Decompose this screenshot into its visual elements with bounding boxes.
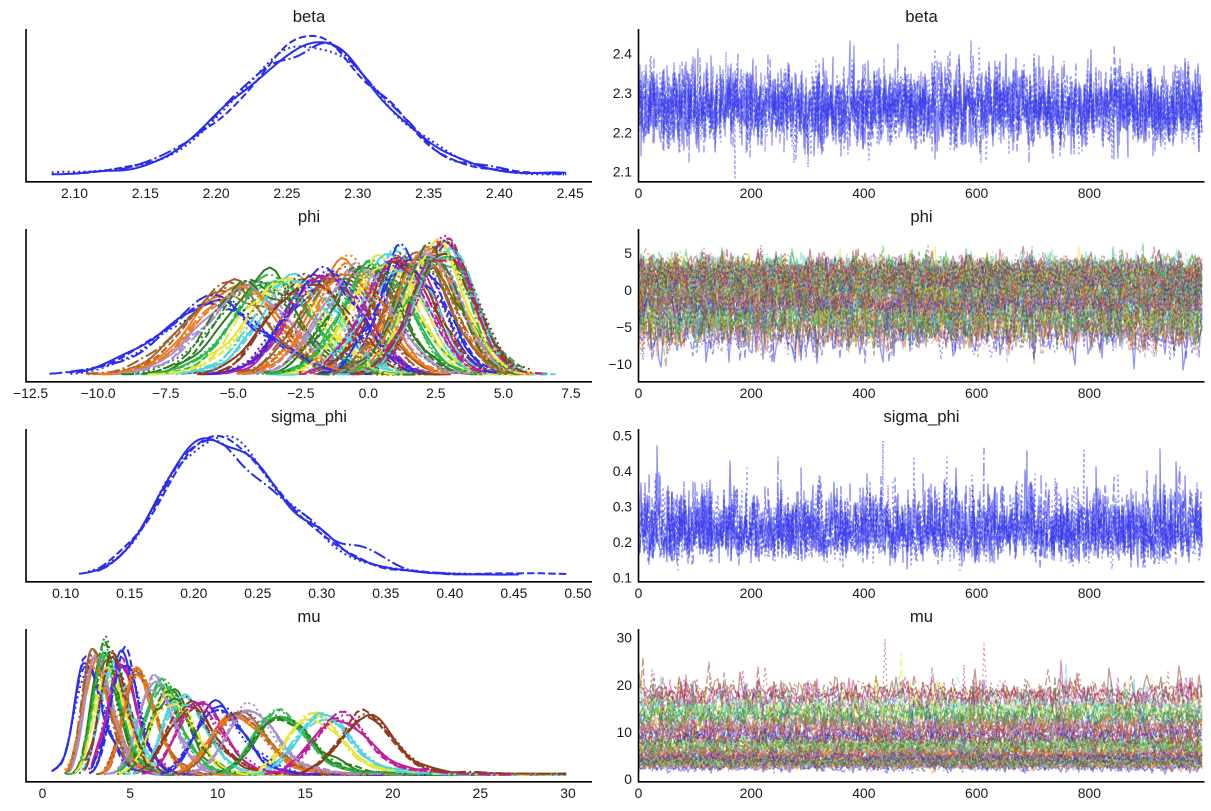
svg-text:−12.5: −12.5: [13, 385, 48, 401]
svg-text:0.20: 0.20: [180, 585, 207, 601]
svg-text:beta: beta: [905, 7, 938, 26]
svg-text:800: 800: [1078, 585, 1101, 601]
svg-text:0.50: 0.50: [564, 585, 591, 601]
svg-text:2.35: 2.35: [415, 185, 442, 201]
svg-text:20: 20: [617, 677, 633, 693]
svg-text:2.3: 2.3: [613, 85, 633, 101]
svg-text:800: 800: [1078, 385, 1101, 401]
svg-text:0.0: 0.0: [359, 385, 379, 401]
svg-text:0.2: 0.2: [613, 534, 633, 550]
svg-text:600: 600: [965, 785, 988, 801]
svg-text:600: 600: [965, 385, 988, 401]
svg-text:0: 0: [624, 771, 632, 787]
svg-text:2.25: 2.25: [273, 185, 300, 201]
svg-text:0.35: 0.35: [372, 585, 399, 601]
svg-text:10: 10: [617, 724, 633, 740]
svg-text:400: 400: [852, 785, 875, 801]
svg-text:0.5: 0.5: [613, 427, 633, 443]
svg-text:0.1: 0.1: [613, 569, 633, 585]
svg-text:0.40: 0.40: [436, 585, 463, 601]
svg-text:200: 200: [740, 185, 763, 201]
svg-text:5: 5: [624, 245, 632, 261]
svg-text:−10.0: −10.0: [81, 385, 116, 401]
svg-text:400: 400: [852, 385, 875, 401]
svg-text:−2.5: −2.5: [287, 385, 315, 401]
svg-text:0: 0: [635, 785, 643, 801]
svg-text:200: 200: [740, 585, 763, 601]
svg-text:−5.0: −5.0: [219, 385, 247, 401]
svg-text:10: 10: [210, 785, 226, 801]
svg-text:beta: beta: [293, 7, 326, 26]
svg-text:800: 800: [1078, 785, 1101, 801]
svg-text:5.0: 5.0: [494, 385, 514, 401]
svg-text:0.10: 0.10: [52, 585, 79, 601]
svg-text:2.45: 2.45: [557, 185, 584, 201]
svg-text:0.30: 0.30: [308, 585, 335, 601]
svg-text:0.45: 0.45: [500, 585, 527, 601]
svg-text:2.10: 2.10: [61, 185, 88, 201]
svg-text:2.2: 2.2: [613, 124, 633, 140]
svg-text:0: 0: [39, 785, 47, 801]
svg-text:2.4: 2.4: [613, 46, 633, 62]
svg-text:20: 20: [385, 785, 401, 801]
svg-text:600: 600: [965, 585, 988, 601]
svg-text:5: 5: [126, 785, 134, 801]
svg-text:0.3: 0.3: [613, 498, 633, 514]
svg-text:phi: phi: [298, 207, 320, 226]
svg-text:0: 0: [635, 385, 643, 401]
svg-text:0: 0: [635, 185, 643, 201]
svg-text:mu: mu: [910, 607, 933, 626]
svg-text:0: 0: [635, 585, 643, 601]
svg-text:2.5: 2.5: [426, 385, 446, 401]
svg-text:2.30: 2.30: [344, 185, 371, 201]
svg-text:0.25: 0.25: [244, 585, 271, 601]
svg-text:2.1: 2.1: [613, 164, 633, 180]
svg-text:200: 200: [740, 785, 763, 801]
svg-text:400: 400: [852, 185, 875, 201]
svg-text:30: 30: [560, 785, 576, 801]
svg-text:0.4: 0.4: [613, 463, 633, 479]
svg-text:600: 600: [965, 185, 988, 201]
svg-text:15: 15: [297, 785, 313, 801]
svg-text:7.5: 7.5: [561, 385, 581, 401]
svg-text:sigma_phi: sigma_phi: [883, 407, 959, 426]
svg-text:2.15: 2.15: [132, 185, 159, 201]
svg-text:25: 25: [473, 785, 489, 801]
svg-text:2.20: 2.20: [203, 185, 230, 201]
svg-text:200: 200: [740, 385, 763, 401]
svg-text:phi: phi: [910, 207, 932, 226]
svg-text:2.40: 2.40: [486, 185, 513, 201]
svg-text:30: 30: [617, 630, 633, 646]
svg-text:−7.5: −7.5: [152, 385, 180, 401]
svg-text:0.15: 0.15: [116, 585, 143, 601]
svg-text:−5: −5: [616, 319, 632, 335]
svg-text:mu: mu: [297, 607, 320, 626]
svg-text:400: 400: [852, 585, 875, 601]
svg-text:800: 800: [1078, 185, 1101, 201]
svg-text:0: 0: [624, 282, 632, 298]
svg-text:−10: −10: [608, 356, 632, 372]
svg-text:sigma_phi: sigma_phi: [271, 407, 347, 426]
